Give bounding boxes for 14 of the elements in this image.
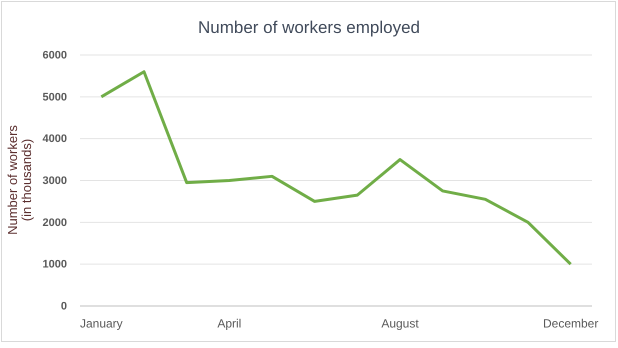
y-tick-label: 0 <box>60 300 67 313</box>
y-tick-label: 4000 <box>42 133 67 146</box>
x-tick-label: January <box>80 316 123 331</box>
x-tick-label: August <box>381 316 420 331</box>
y-tick-label: 2000 <box>42 216 67 229</box>
chart-title: Number of workers employed <box>198 18 420 37</box>
line-series <box>100 70 572 266</box>
y-axis-title: Number of workers (in thousands) <box>5 124 34 235</box>
x-tick-label: April <box>217 316 242 331</box>
y-tick-label: 3000 <box>42 175 67 188</box>
x-tick-label: December <box>542 316 598 331</box>
y-tick-label: 5000 <box>42 91 67 104</box>
y-tick-label: 6000 <box>42 50 67 62</box>
y-tick-label: 1000 <box>42 258 67 271</box>
